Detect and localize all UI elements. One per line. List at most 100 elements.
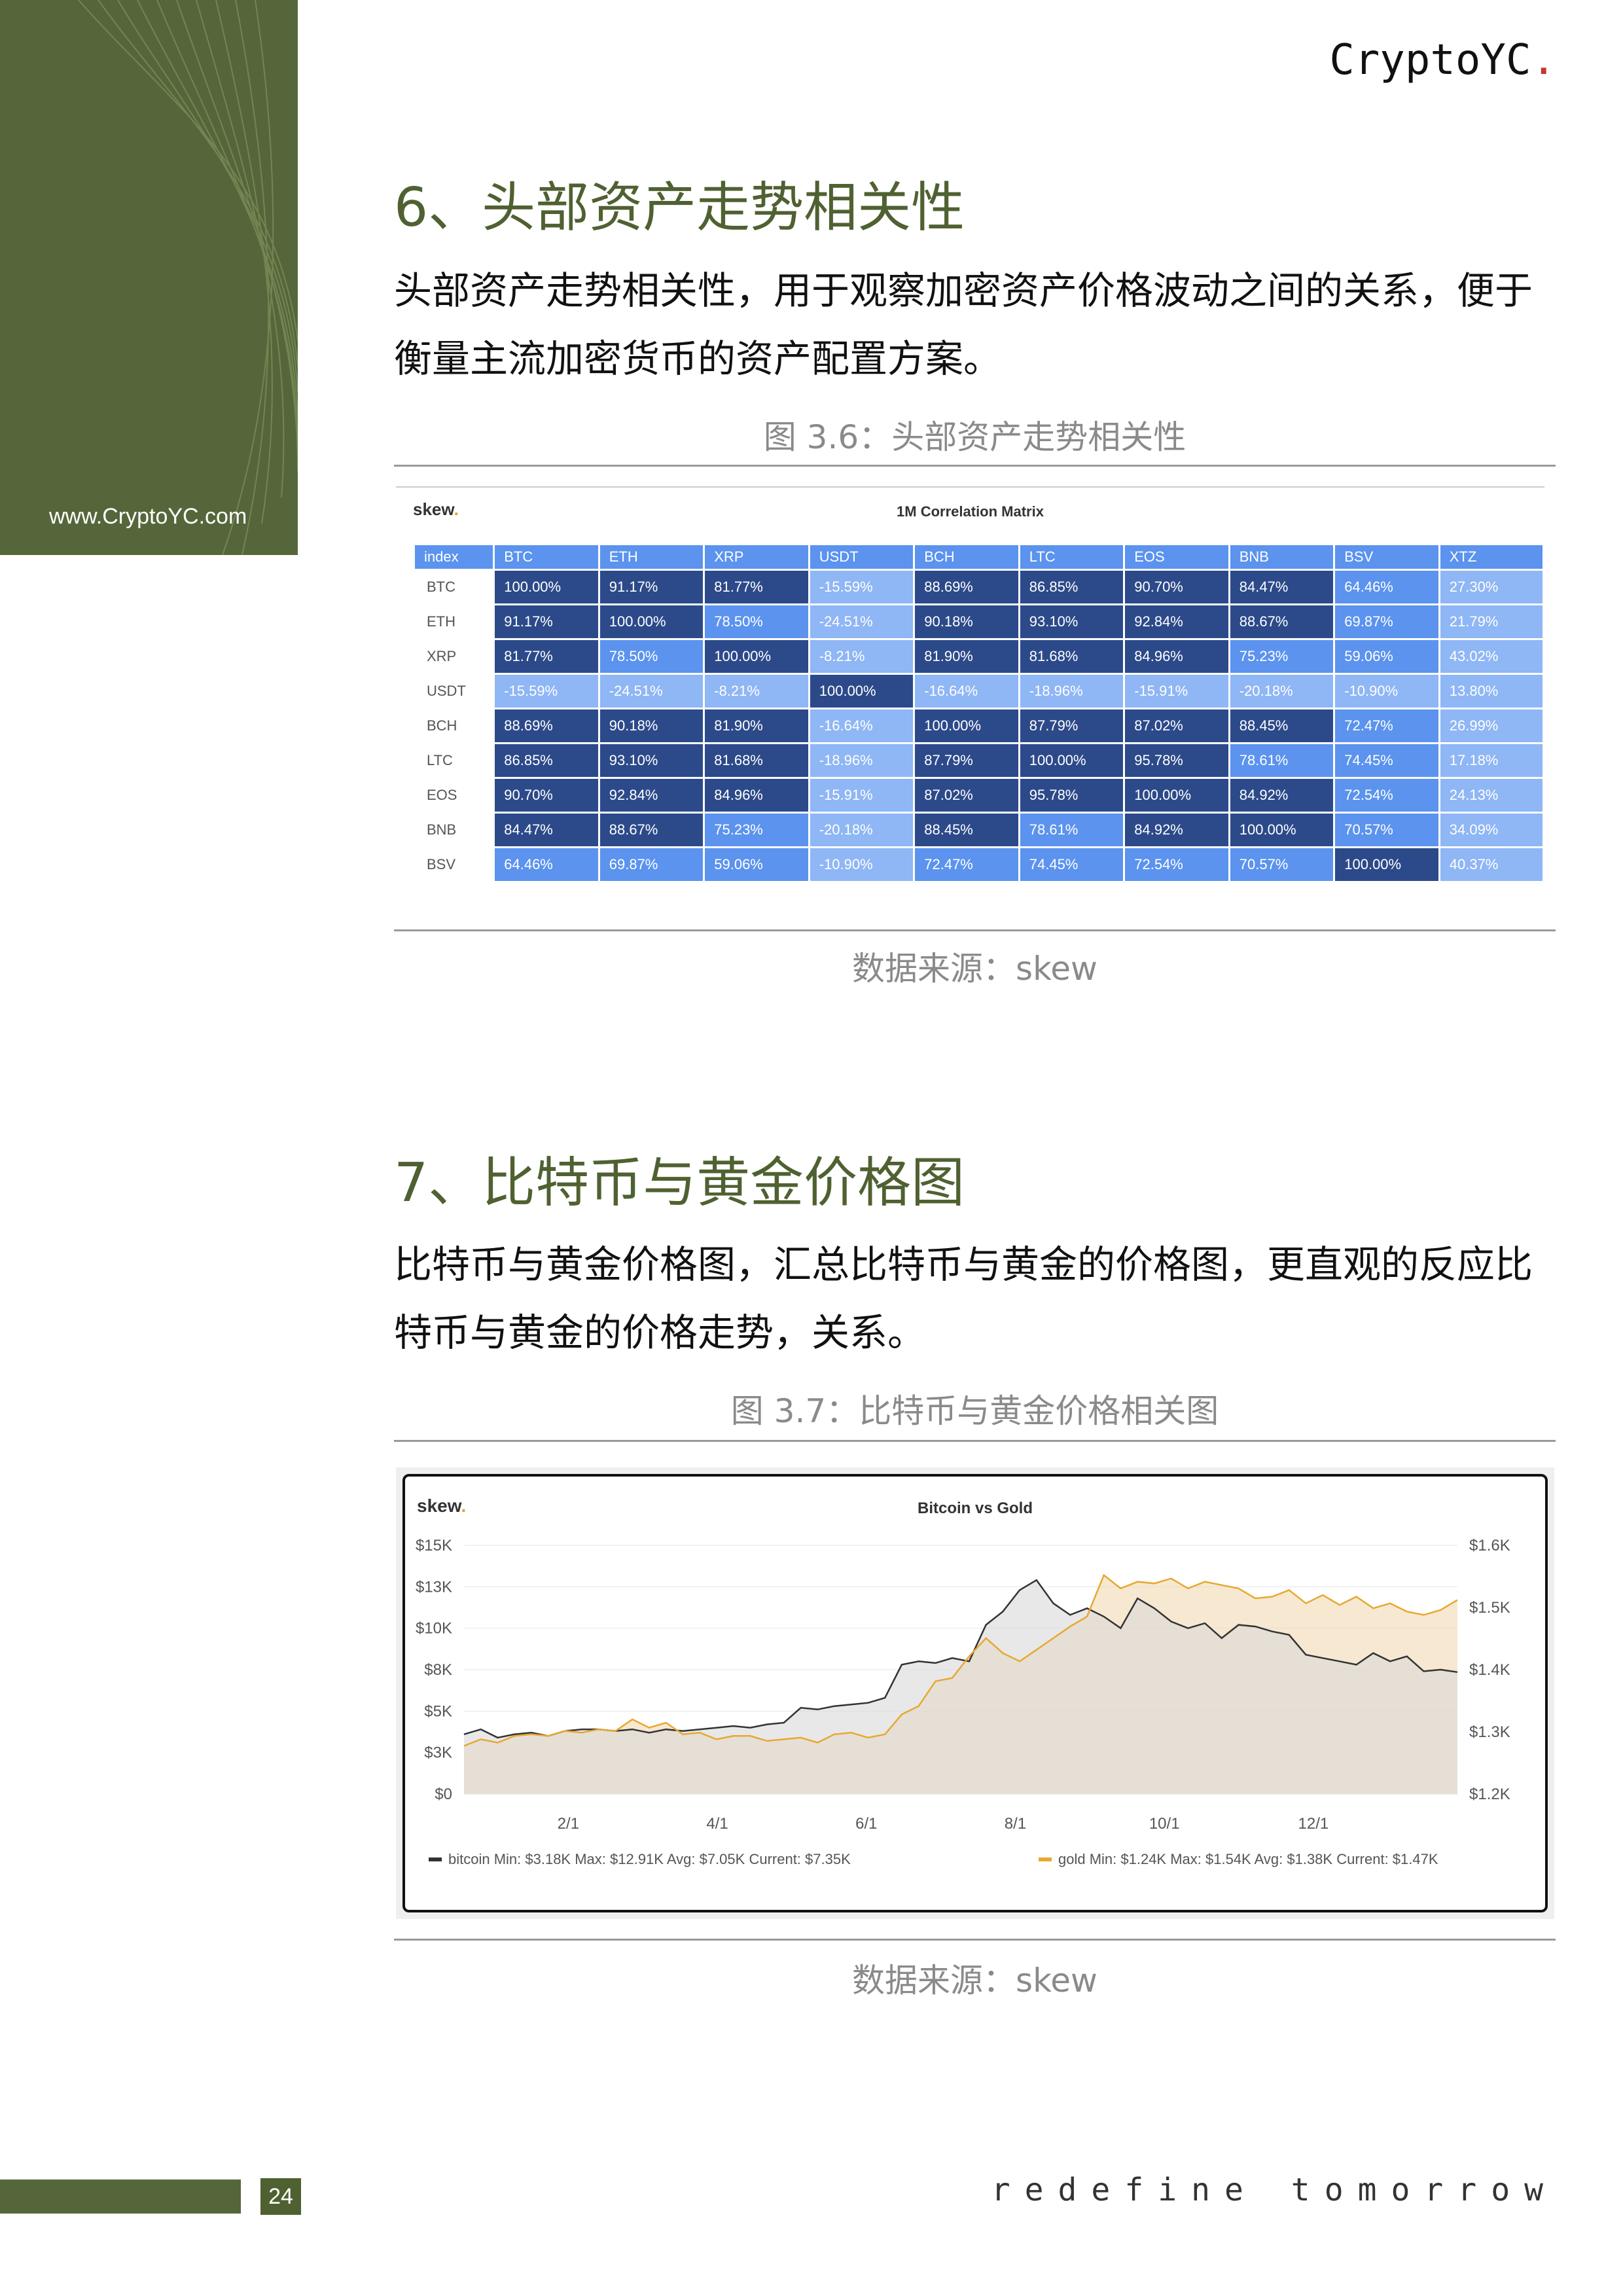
- x-tick-label: 6/1: [855, 1815, 877, 1833]
- matrix-cell: 24.13%: [1440, 779, 1543, 812]
- figure-3-7-source: 数据来源：skew: [852, 1962, 1097, 2000]
- matrix-header-row: index BTC ETH XRP USDT BCH LTC EOS BNB BSV XTZ: [415, 545, 1543, 569]
- matrix-row: BNB 84.47% 88.67% 75.23% -20.18% 88.45% 78.61%…: [415, 814, 1543, 846]
- matrix-cell: 72.54%: [1335, 779, 1438, 812]
- y-right-tick-label: $1.3K: [1469, 1723, 1510, 1741]
- matrix-cell: 100.00%: [1125, 779, 1228, 812]
- chart-svg: skew. Bitcoin vs Gold $15K $13K $10K $8K $5K $3…: [416, 1496, 1510, 1867]
- matrix-cell: 27.30%: [1440, 571, 1543, 603]
- matrix-cell: 81.90%: [705, 709, 808, 742]
- y-left-tick-label: $15K: [416, 1537, 452, 1554]
- matrix-cell: 70.57%: [1335, 814, 1438, 846]
- correlation-matrix: skew. 1M Correlation Matrix index BTC ETH X…: [396, 481, 1544, 906]
- matrix-cell: 84.96%: [705, 779, 808, 812]
- matrix-cell: 87.79%: [1020, 709, 1124, 742]
- figure-3-6-caption: 图 3.6：头部资产走势相关性: [763, 418, 1186, 456]
- section-7-title: 7、比特币与黄金价格图: [394, 1152, 965, 1214]
- matrix-col-header: USDT: [810, 545, 914, 569]
- matrix-cell: 70.57%: [1230, 848, 1334, 881]
- matrix-row: LTC 86.85% 93.10% 81.68% -18.96% 87.79% 100.00…: [415, 744, 1543, 777]
- matrix-row: USDT -15.59% -24.51% -8.21% 100.00% -16.64% -1…: [415, 675, 1543, 708]
- matrix-col-header: BSV: [1335, 545, 1438, 569]
- bitcoin-gold-chart: skew. Bitcoin vs Gold $15K $13K $10K $8K $5K $3…: [396, 1467, 1554, 1919]
- matrix-cell: 69.87%: [1335, 605, 1438, 638]
- matrix-cell: 81.68%: [705, 744, 808, 777]
- matrix-cell: 59.06%: [1335, 640, 1438, 673]
- section-6-line-1: 头部资产走势相关性，用于观察加密资产价格波动之间的关系，便于: [394, 268, 1533, 313]
- matrix-row: BTC 100.00% 91.17% 81.77% -15.59% 88.69% 86.85…: [415, 571, 1543, 603]
- matrix-cell: 81.68%: [1020, 640, 1124, 673]
- matrix-cell: -15.59%: [810, 571, 914, 603]
- matrix-cell: 88.69%: [915, 571, 1018, 603]
- matrix-index-header: index: [415, 545, 493, 569]
- matrix-cell: -16.64%: [915, 675, 1018, 708]
- matrix-cell: 40.37%: [1440, 848, 1543, 881]
- matrix-cell: -10.90%: [1335, 675, 1438, 708]
- matrix-cell: -24.51%: [599, 675, 704, 708]
- legend-entry: gold Min: $1.24K Max: $1.54K Avg: $1.38K…: [1058, 1851, 1438, 1867]
- matrix-row-label: BSV: [415, 848, 493, 881]
- section-6-line-2: 衡量主流加密货币的资产配置方案。: [394, 336, 1002, 381]
- matrix-cell: 90.18%: [915, 605, 1018, 638]
- skew-logo-dot: .: [454, 499, 459, 519]
- series-line-gold: [463, 1573, 1458, 1747]
- matrix-cell: 34.09%: [1440, 814, 1543, 846]
- matrix-row-label: ETH: [415, 605, 493, 638]
- matrix-cell: -15.91%: [810, 779, 914, 812]
- series-line-bitcoin: [463, 1579, 1458, 1739]
- x-tick-label: 2/1: [558, 1815, 579, 1833]
- matrix-cell: 100.00%: [1230, 814, 1334, 846]
- skew-logo: skew.: [413, 499, 459, 520]
- matrix-row: EOS 90.70% 92.84% 84.96% -15.91% 87.02% 95.78%…: [415, 779, 1543, 812]
- matrix-row: BCH 88.69% 90.18% 81.90% -16.64% 100.00% 87.79…: [415, 709, 1543, 742]
- x-tick-label: 12/1: [1298, 1815, 1329, 1833]
- page-number: 24: [260, 2178, 301, 2215]
- matrix-cell: 86.85%: [495, 744, 598, 777]
- section-6-title: 6、头部资产走势相关性: [394, 177, 965, 239]
- chart-top-divider: [394, 1440, 1556, 1442]
- matrix-cell: 92.84%: [1125, 605, 1228, 638]
- matrix-cell: 90.18%: [599, 709, 704, 742]
- y-left-tick-label: $0: [435, 1785, 452, 1803]
- matrix-cell: -24.51%: [810, 605, 914, 638]
- matrix-cell: 81.77%: [495, 640, 598, 673]
- matrix-cell: 81.77%: [705, 571, 808, 603]
- x-tick-label: 10/1: [1149, 1815, 1180, 1833]
- skew-logo: skew.: [417, 1496, 466, 1516]
- brand-name: CryptoYC: [1329, 36, 1531, 84]
- matrix-cell: 74.45%: [1335, 744, 1438, 777]
- matrix-cell: 91.17%: [495, 605, 598, 638]
- chart-frame: skew. Bitcoin vs Gold $15K $13K $10K $8K $5K $3…: [402, 1474, 1548, 1912]
- matrix-cell: 92.84%: [599, 779, 704, 812]
- y-left-tick-label: $5K: [424, 1702, 452, 1720]
- matrix-col-header: XRP: [705, 545, 808, 569]
- matrix-cell: 75.23%: [1230, 640, 1334, 673]
- matrix-cell: 90.70%: [495, 779, 598, 812]
- site-url[interactable]: www.CryptoYC.com: [49, 504, 247, 529]
- matrix-cell: 78.61%: [1230, 744, 1334, 777]
- matrix-cell: 84.47%: [1230, 571, 1334, 603]
- matrix-cell: 72.54%: [1125, 848, 1228, 881]
- matrix-cell: 69.87%: [599, 848, 704, 881]
- matrix-cell: 84.92%: [1125, 814, 1228, 846]
- matrix-row-label: USDT: [415, 675, 493, 708]
- matrix-row: XRP 81.77% 78.50% 100.00% -8.21% 81.90% 81.68%…: [415, 640, 1543, 673]
- matrix-cell: 88.69%: [495, 709, 598, 742]
- matrix-cell: 88.67%: [599, 814, 704, 846]
- matrix-cell: 91.17%: [599, 571, 704, 603]
- matrix-cell: 17.18%: [1440, 744, 1543, 777]
- top-divider: [394, 465, 1556, 467]
- matrix-cell: 100.00%: [915, 709, 1018, 742]
- chart-bottom-divider: [394, 1939, 1556, 1941]
- matrix-cell: 100.00%: [810, 675, 914, 708]
- y-left-tick-label: $8K: [424, 1661, 452, 1679]
- matrix-cell: 87.02%: [1125, 709, 1228, 742]
- matrix-cell: -20.18%: [1230, 675, 1334, 708]
- matrix-cell: -18.96%: [1020, 675, 1124, 708]
- matrix-cell: -8.21%: [705, 675, 808, 708]
- legend-entry: bitcoin Min: $3.18K Max: $12.91K Avg: $7…: [448, 1851, 851, 1867]
- matrix-cell: -8.21%: [810, 640, 914, 673]
- matrix-row-label: BNB: [415, 814, 493, 846]
- matrix-cell: 26.99%: [1440, 709, 1543, 742]
- matrix-row-label: XRP: [415, 640, 493, 673]
